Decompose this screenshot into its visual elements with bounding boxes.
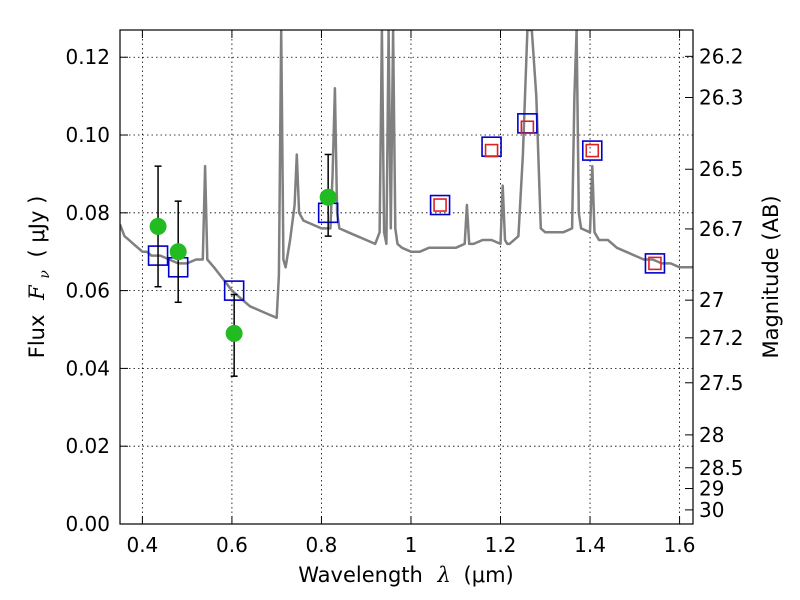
mag-tick-label: 30 <box>699 498 724 522</box>
y-axis-label-unit: ( μJy ) <box>25 196 49 258</box>
x-tick-label: 0.4 <box>126 533 158 557</box>
observed-nir-square <box>520 120 535 135</box>
x-tick-label: 1 <box>405 533 418 557</box>
observed-optical-point <box>319 188 337 206</box>
observed-optical-point <box>169 243 187 261</box>
mag-tick-label: 29 <box>699 477 724 501</box>
y-tick-label: 0.02 <box>65 434 110 458</box>
y-tick-label: 0.00 <box>65 512 110 536</box>
y-axis-label-text: Flux <box>25 315 49 359</box>
ticks: 0.4 0.6 0.8 1 1.2 1.4 1.6 0.00 0.02 0.04 0.06 0.08 0… <box>65 30 744 557</box>
x-axis-label: Wavelength λ (μm) <box>298 563 513 587</box>
model-photometry-square <box>581 140 603 161</box>
y-axis-label: Flux F ν ( μJy ) <box>25 196 54 359</box>
plot-frame <box>119 29 694 525</box>
y-tick-label: 0.10 <box>65 123 110 147</box>
mag-tick-label: 27.2 <box>699 326 744 350</box>
sed-model-line <box>120 30 693 320</box>
observed-nir-square <box>648 256 662 271</box>
mag-tick-label: 28 <box>699 423 724 447</box>
x-axis-label-unit: (μm) <box>464 563 514 587</box>
x-tick-label: 0.8 <box>306 533 338 557</box>
x-tick-label: 0.6 <box>216 533 248 557</box>
observed-nir-square <box>433 198 447 212</box>
mag-tick-label: 26.5 <box>699 157 744 181</box>
y-tick-label: 0.04 <box>65 356 110 380</box>
y-axis-label-symbol: F <box>25 284 49 301</box>
x-tick-label: 1.6 <box>664 533 696 557</box>
mag-tick-label: 27 <box>699 288 724 312</box>
mag-tick-label: 27.5 <box>699 371 744 395</box>
observed-nir-square <box>585 143 600 158</box>
x-tick-label: 1.4 <box>574 533 606 557</box>
observed-optical-point <box>225 324 243 342</box>
model-photometry-square <box>644 253 666 274</box>
plot-area <box>120 30 693 377</box>
y-tick-label: 0.08 <box>65 201 110 225</box>
plot-background <box>120 30 693 524</box>
observed-nir-square <box>484 143 499 158</box>
y2-axis-label: Magnitude (AB) <box>759 195 783 358</box>
mag-tick-label: 26.3 <box>699 85 744 109</box>
observed-optical-point <box>149 217 167 235</box>
model-photometry-square <box>429 194 451 216</box>
x-axis-label-symbol: λ <box>437 563 451 587</box>
series-layer <box>120 30 693 377</box>
grid <box>120 30 693 525</box>
y-tick-label: 0.06 <box>65 279 110 303</box>
mag-tick-label: 26.2 <box>699 44 744 68</box>
x-axis-label-text: Wavelength <box>298 563 423 587</box>
y-tick-label: 0.12 <box>65 45 110 69</box>
mag-tick-label: 28.5 <box>699 456 744 480</box>
x-tick-label: 1.2 <box>485 533 517 557</box>
y-axis-label-subscript: ν <box>37 270 53 279</box>
mag-tick-label: 26.7 <box>699 217 744 241</box>
